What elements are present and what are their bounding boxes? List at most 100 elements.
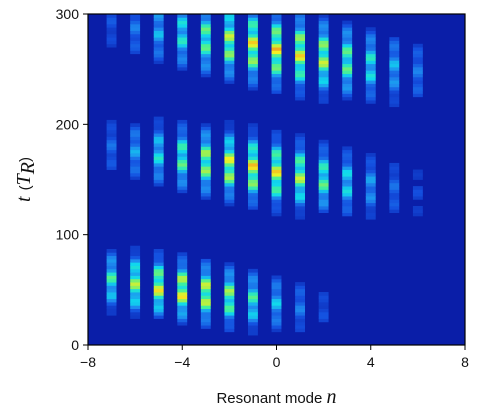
heat-cell bbox=[224, 305, 235, 309]
heat-cell bbox=[106, 258, 117, 263]
heat-cell bbox=[247, 268, 258, 273]
heat-cell bbox=[177, 292, 188, 296]
heat-cell bbox=[200, 126, 211, 131]
heat-cell bbox=[224, 315, 235, 319]
heat-cell bbox=[318, 179, 329, 184]
heat-cell bbox=[365, 27, 376, 31]
heat-cell bbox=[200, 176, 211, 180]
heat-cell bbox=[177, 265, 188, 270]
heat-cell bbox=[318, 159, 329, 164]
heat-cell bbox=[342, 176, 353, 180]
mode-column--6 bbox=[130, 14, 141, 319]
heat-cell bbox=[153, 179, 164, 184]
heat-cell bbox=[389, 179, 400, 184]
x-axis-label: Resonant mode n bbox=[216, 386, 336, 408]
heat-cell bbox=[224, 66, 235, 71]
heat-cell bbox=[153, 123, 164, 127]
mode-column--7 bbox=[106, 14, 117, 316]
heat-cell bbox=[247, 186, 258, 190]
heat-cell bbox=[177, 14, 188, 18]
heat-cell bbox=[271, 209, 282, 213]
heat-cell bbox=[106, 255, 117, 260]
heat-cell bbox=[247, 169, 258, 174]
heat-cell bbox=[177, 23, 188, 28]
heat-cell bbox=[177, 272, 188, 276]
heat-cell bbox=[177, 143, 188, 147]
heat-cell bbox=[318, 50, 329, 55]
heat-cell bbox=[318, 298, 329, 303]
heat-cell bbox=[247, 331, 258, 336]
heat-cell bbox=[342, 186, 353, 190]
heat-cell bbox=[247, 43, 258, 48]
heat-cell bbox=[342, 196, 353, 200]
heat-cell bbox=[247, 328, 258, 333]
heat-cell bbox=[224, 311, 235, 316]
heat-cell bbox=[130, 272, 141, 276]
heat-cell bbox=[153, 43, 164, 48]
heat-cell bbox=[224, 50, 235, 55]
heat-cell bbox=[247, 63, 258, 68]
heat-cell bbox=[247, 123, 258, 127]
heat-cell bbox=[247, 50, 258, 55]
heat-cell bbox=[295, 90, 306, 94]
heat-cell bbox=[389, 37, 400, 41]
heat-cell bbox=[295, 66, 306, 71]
heat-cell bbox=[365, 202, 376, 207]
heat-cell bbox=[295, 318, 306, 323]
heat-cell bbox=[247, 196, 258, 200]
heat-cell bbox=[295, 169, 306, 174]
heat-cell bbox=[153, 33, 164, 38]
heat-cell bbox=[318, 27, 329, 31]
heat-cell bbox=[271, 50, 282, 55]
heat-cell bbox=[130, 20, 141, 25]
x-tick-label: −4 bbox=[174, 354, 190, 370]
heat-cell bbox=[342, 73, 353, 78]
heat-cell bbox=[271, 308, 282, 313]
heat-cell bbox=[130, 176, 141, 180]
heat-cell bbox=[130, 47, 141, 51]
heat-cell bbox=[224, 20, 235, 25]
heat-cell bbox=[247, 37, 258, 41]
heat-cell bbox=[200, 305, 211, 309]
heat-cell bbox=[365, 162, 376, 167]
heat-cell bbox=[106, 159, 117, 164]
heat-cell bbox=[153, 23, 164, 28]
heat-cell bbox=[271, 40, 282, 45]
heat-cell bbox=[295, 305, 306, 309]
heat-cell bbox=[365, 212, 376, 217]
heat-cell bbox=[200, 292, 211, 296]
heat-cell bbox=[153, 50, 164, 55]
heat-cell bbox=[247, 83, 258, 88]
heat-cell bbox=[271, 90, 282, 94]
heat-cell bbox=[295, 30, 306, 35]
mode-column-3 bbox=[342, 20, 353, 217]
heat-cell bbox=[318, 57, 329, 61]
heat-cell bbox=[177, 169, 188, 174]
mode-column--1 bbox=[247, 14, 258, 336]
heat-cell bbox=[389, 166, 400, 170]
y-axis-label-var: t bbox=[13, 196, 35, 202]
heat-cell bbox=[342, 182, 353, 187]
heat-cell bbox=[295, 308, 306, 313]
heat-cell bbox=[130, 146, 141, 151]
heat-cell bbox=[271, 149, 282, 154]
heat-cell bbox=[200, 123, 211, 127]
heat-cell bbox=[295, 209, 306, 213]
heat-cell bbox=[153, 182, 164, 187]
heat-cell bbox=[130, 162, 141, 167]
heat-cell bbox=[271, 315, 282, 319]
heat-cell bbox=[177, 37, 188, 41]
heat-cell bbox=[177, 57, 188, 61]
heat-cell bbox=[365, 189, 376, 194]
heat-cell bbox=[295, 33, 306, 38]
heat-cell bbox=[177, 308, 188, 313]
heat-cell bbox=[247, 272, 258, 276]
heat-cell bbox=[224, 189, 235, 194]
heat-cell bbox=[200, 149, 211, 154]
heat-cell bbox=[130, 37, 141, 41]
heat-cell bbox=[342, 205, 353, 210]
heat-cell bbox=[365, 153, 376, 157]
heat-cell bbox=[224, 53, 235, 58]
mode-column-0 bbox=[271, 14, 282, 333]
heat-cell bbox=[130, 166, 141, 170]
